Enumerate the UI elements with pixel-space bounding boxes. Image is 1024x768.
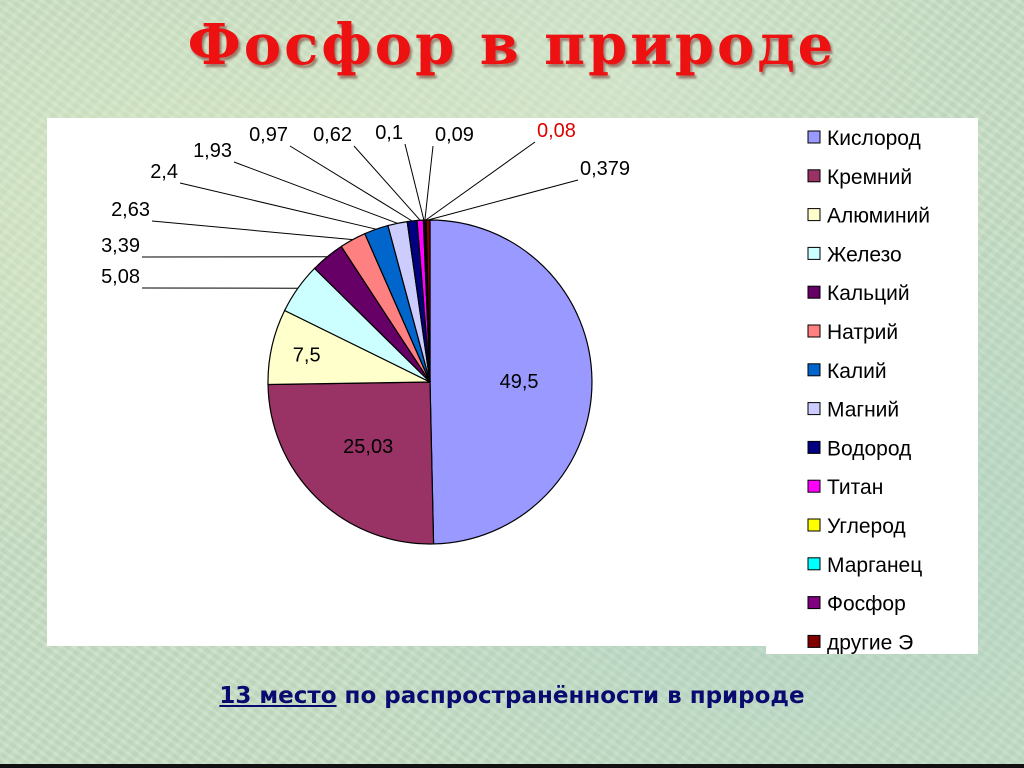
leader-line (404, 143, 425, 221)
data-label: 2,63 (111, 199, 150, 221)
page-title: Фосфор в природе (187, 12, 837, 78)
legend-swatch (807, 518, 821, 532)
leader-line (151, 220, 353, 241)
legend-label: Кремний (827, 166, 912, 189)
legend-label: Натрий (827, 321, 898, 344)
legend-label: Марганец (827, 554, 922, 577)
leader-line (353, 145, 421, 221)
legend-label: Углерод (827, 515, 906, 538)
legend-swatch (807, 285, 821, 299)
data-label: 0,1 (375, 122, 403, 144)
caption: 13 место по распространённости в природе (0, 683, 1024, 709)
legend-items: Кислород Кремний Алюминий Железо Кальций Натр… (807, 127, 930, 654)
legend-label: Магний (827, 399, 899, 422)
legend-label: Титан (827, 476, 883, 499)
bottom-border (0, 764, 1024, 768)
legend-label: Фосфор (827, 593, 906, 616)
legend-swatch (807, 596, 821, 610)
data-label: 1,93 (193, 140, 232, 162)
data-labels: 49,5 25,03 7,5 5,08 3,39 2,632,4 1,93 0,97 0,62 0… (101, 120, 630, 458)
legend-swatch (807, 130, 821, 144)
pie-slices (267, 219, 593, 545)
leader-line (233, 161, 398, 224)
legend-label: Кислород (827, 127, 921, 150)
leader-lines (141, 141, 579, 289)
legend-swatch (807, 557, 821, 571)
caption-text: по распространённости в природе (336, 683, 805, 709)
legend-swatch (807, 324, 821, 338)
pie-slice-2 (267, 381, 435, 545)
legend-swatch (807, 479, 821, 493)
legend-label: Кальций (827, 282, 910, 305)
legend-swatch (807, 208, 821, 222)
legend-label: Алюминий (827, 205, 930, 228)
legend-swatch (807, 634, 821, 648)
data-label: 0,97 (249, 124, 288, 146)
leader-line (427, 179, 579, 221)
data-label: 49,5 (500, 371, 539, 393)
legend-swatch (807, 246, 821, 260)
rank-text: 13 место (219, 683, 337, 709)
legend-label: Железо (827, 243, 902, 266)
leader-line (179, 182, 377, 230)
data-label: 0,62 (313, 124, 352, 146)
data-label: 25,03 (343, 436, 393, 458)
legend-swatch (807, 440, 821, 454)
data-label: 0,09 (435, 124, 474, 146)
data-label: 7,5 (293, 344, 321, 366)
data-label: 3,39 (101, 235, 140, 257)
leader-line (289, 145, 413, 222)
leader-line (425, 141, 536, 221)
legend-label: Калий (827, 360, 887, 383)
legend (766, 118, 978, 654)
legend-label: другие Э (827, 631, 913, 654)
legend-swatch (807, 169, 821, 183)
data-label: 0,379 (580, 158, 630, 180)
leader-line (424, 145, 434, 221)
legend-swatch (807, 363, 821, 377)
pie-slice-1 (429, 219, 593, 545)
data-label: 0,08 (537, 120, 576, 142)
legend-swatch (807, 402, 821, 416)
data-label: 2,4 (150, 161, 178, 183)
legend-label: Водород (827, 437, 911, 460)
data-label: 5,08 (101, 266, 140, 288)
